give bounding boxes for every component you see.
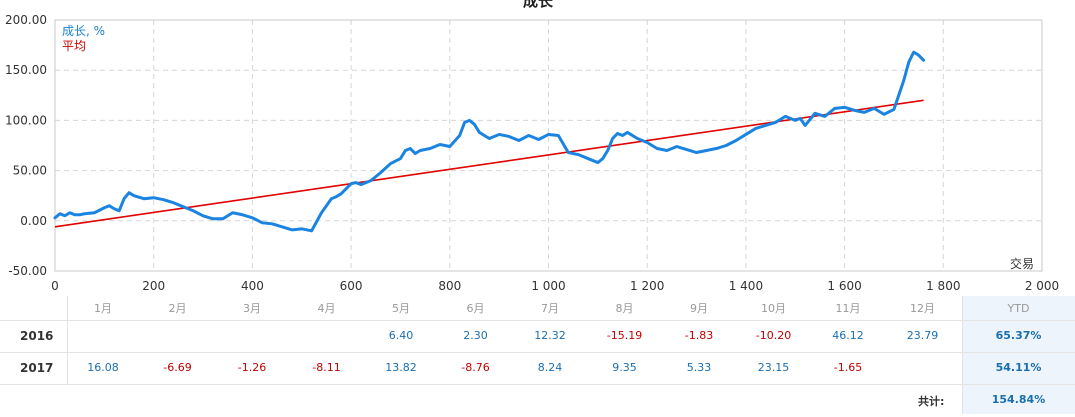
- month-header: 1月: [94, 302, 112, 315]
- x-tick-label: 0: [51, 279, 59, 293]
- x-tick-label: 400: [241, 279, 264, 293]
- month-value-cell: 8.24: [537, 361, 563, 374]
- month-value-cell: 16.08: [87, 361, 119, 374]
- month-value-cell: -8.11: [312, 361, 341, 374]
- x-tick-label: 1 800: [926, 279, 960, 293]
- y-tick-label: 150.00: [5, 63, 47, 77]
- x-tick-label: 200: [142, 279, 165, 293]
- month-value-cell: 5.33: [686, 361, 712, 374]
- legend-entry-growth: 成长, %: [62, 24, 105, 38]
- ytd-column-bg: [962, 296, 1075, 414]
- month-value-cell: -1.65: [833, 361, 863, 374]
- month-value-cell: 6.40: [388, 329, 414, 342]
- growth-series-line: [53, 50, 926, 233]
- month-header: 8月: [615, 302, 634, 315]
- x-axis-label: 交易: [1010, 256, 1034, 271]
- table-divider: [0, 320, 1075, 321]
- x-tick-label: 600: [340, 279, 363, 293]
- month-value-cell: -10.20: [755, 329, 792, 342]
- month-header: 4月: [317, 302, 336, 315]
- total-value: 154.84%: [991, 393, 1046, 406]
- legend-entry-average: 平均: [62, 39, 86, 53]
- ytd-header: YTD: [1007, 302, 1030, 315]
- month-header: 12月: [910, 302, 935, 315]
- y-tick-label: 50.00: [13, 164, 47, 178]
- month-value-cell: 9.35: [612, 361, 637, 374]
- chart-series: [53, 50, 926, 233]
- month-value-cell: 2.30: [463, 329, 488, 342]
- month-header: 7月: [541, 302, 559, 315]
- total-label: 共计:: [918, 395, 945, 408]
- month-value-cell: -6.69: [163, 361, 192, 374]
- month-header: 2月: [168, 302, 187, 315]
- month-header: 3月: [243, 302, 261, 315]
- chart-gridlines: [55, 20, 1042, 271]
- x-tick-label: 1 200: [630, 279, 664, 293]
- month-header: 6月: [466, 302, 485, 315]
- x-tick-label: 1 000: [531, 279, 565, 293]
- x-tick-label: 800: [438, 279, 461, 293]
- month-value-cell: 23.79: [906, 329, 939, 342]
- plot-area-frame: [54, 19, 1043, 272]
- year-label: 2016: [20, 329, 54, 343]
- month-value-cell: 12.32: [534, 329, 566, 342]
- month-value-cell: -8.76: [461, 361, 490, 374]
- month-header: 5月: [392, 302, 410, 315]
- y-tick-label: 100.00: [5, 113, 47, 127]
- ytd-value-cell: 65.37%: [995, 329, 1042, 342]
- y-tick-label: -50.00: [8, 264, 47, 278]
- month-header: 9月: [690, 302, 708, 315]
- ytd-value-cell: 54.11%: [995, 361, 1042, 374]
- table-divider: [962, 296, 963, 414]
- x-tick-label: 1 600: [827, 279, 861, 293]
- table-divider: [0, 352, 1075, 353]
- month-value-cell: 13.82: [385, 361, 417, 374]
- table-divider: [0, 384, 1075, 385]
- growth-chart: -50.00 0.00 50.00 100.00 150.00 200.00 0 200 40…: [5, 0, 1059, 293]
- month-header: 10月: [761, 302, 786, 315]
- y-tick-label: 0.00: [20, 214, 47, 228]
- month-value-cell: 46.12: [832, 329, 864, 342]
- x-tick-label: 2 000: [1025, 279, 1059, 293]
- chart-title: 成长: [523, 0, 554, 10]
- y-axis-ticks: -50.00 0.00 50.00 100.00 150.00 200.00: [5, 13, 47, 278]
- table-divider: [67, 296, 68, 384]
- y-tick-label: 200.00: [5, 13, 47, 27]
- year-label: 2017: [20, 361, 54, 375]
- x-tick-label: 1 400: [729, 279, 763, 293]
- month-value-cell: -1.83: [684, 329, 714, 342]
- month-header: 11月: [835, 302, 861, 315]
- month-value-cell: -1.26: [237, 361, 267, 374]
- month-value-cell: -15.19: [606, 329, 643, 342]
- x-axis-ticks: 0 200 400 600 800 1 000 1 200 1 400 1 600 1 800 2 …: [51, 279, 1059, 293]
- month-value-cell: 23.15: [757, 361, 790, 374]
- monthly-returns-table: 1月 2月 3月 4月 5月 6月 7月 8月 9月 10月 11月 12月 YTD 2016 6.40 2…: [0, 296, 1075, 414]
